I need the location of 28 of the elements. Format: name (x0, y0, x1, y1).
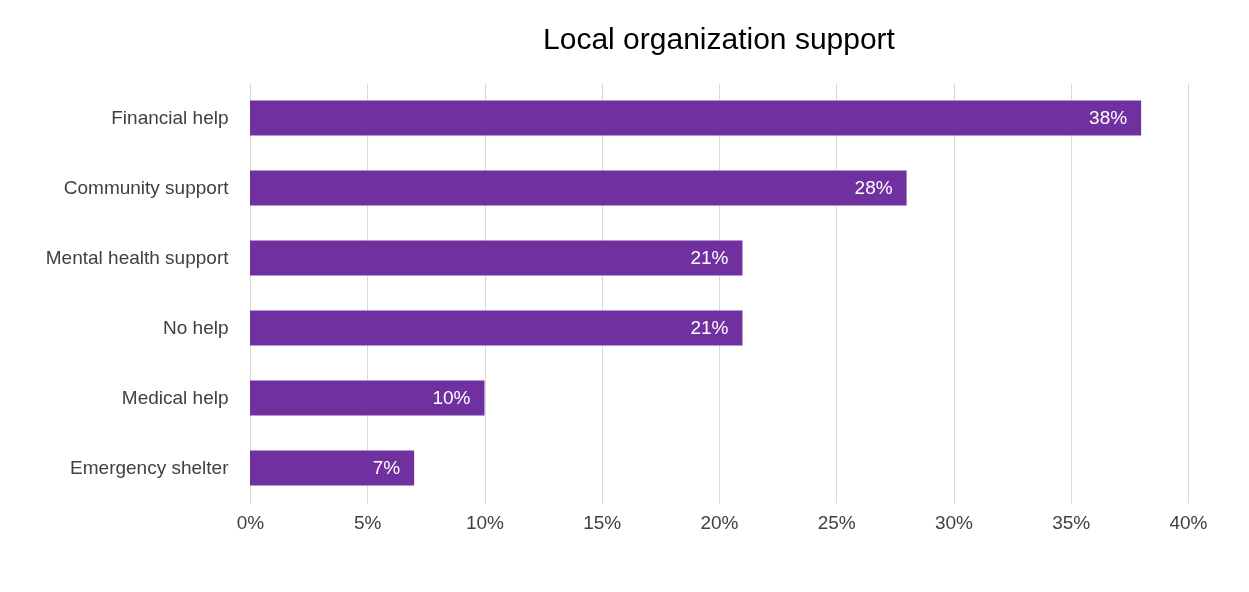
x-tick-label: 30% (934, 511, 974, 533)
y-tick-label: Community support (63, 177, 230, 198)
bar (250, 100, 1142, 136)
data-label: 21% (690, 247, 729, 268)
x-tick-label: 35% (1052, 511, 1091, 533)
x-tick-label: 0% (236, 511, 265, 533)
x-tick-label: 5% (354, 511, 382, 533)
data-label: 21% (690, 317, 729, 338)
y-tick-label: No help (163, 317, 229, 338)
y-tick-label: Financial help (111, 107, 229, 128)
chart-title: Local organization support (543, 22, 896, 55)
data-label: 38% (1089, 107, 1128, 128)
x-tick-label: 40% (1169, 511, 1208, 533)
y-tick-label: Mental health support (45, 247, 230, 268)
x-tick-label: 25% (817, 511, 856, 533)
data-label: 7% (372, 457, 401, 478)
x-tick-label: 20% (700, 511, 739, 533)
bar (250, 170, 907, 206)
x-tick-label: 15% (583, 511, 622, 533)
bar (250, 240, 743, 276)
y-tick-label: Emergency shelter (70, 457, 230, 478)
data-label: 28% (854, 177, 893, 198)
x-tick-label: 10% (465, 511, 505, 533)
bar (250, 310, 743, 346)
data-label: 10% (432, 387, 471, 408)
bar (250, 450, 415, 486)
y-tick-label: Medical help (121, 387, 229, 408)
bar (250, 380, 485, 416)
